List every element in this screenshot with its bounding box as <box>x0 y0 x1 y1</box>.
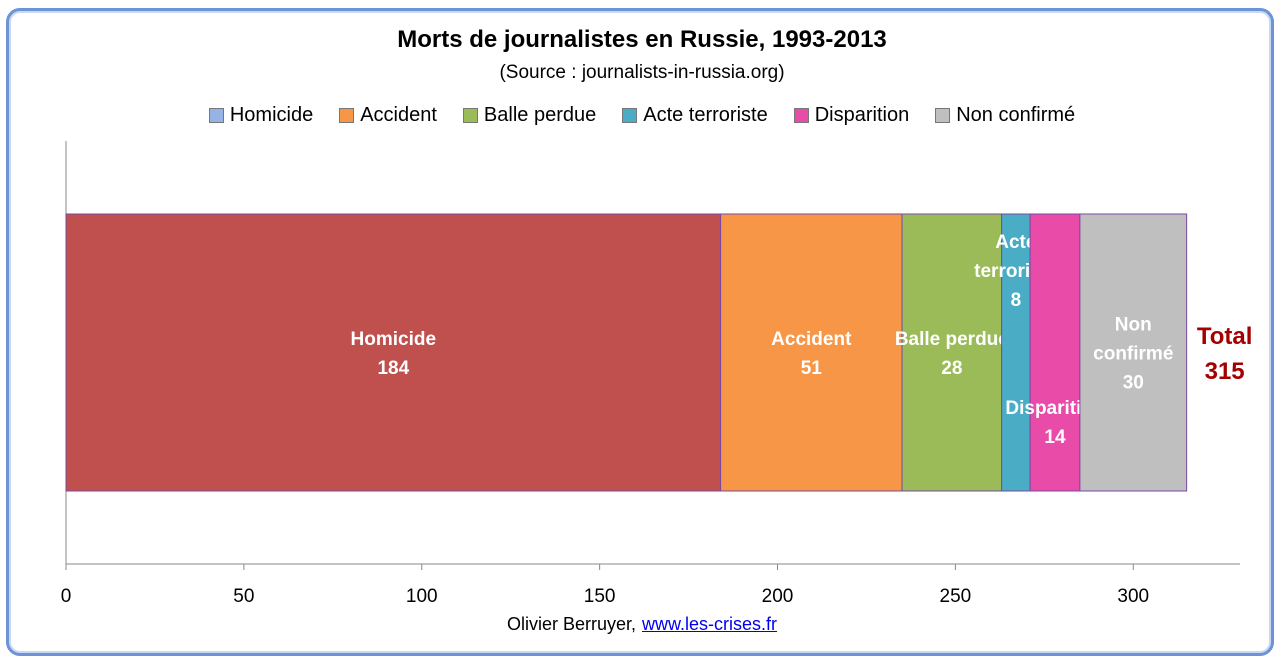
legend: Homicide Accident Balle perdue Acte terrori… <box>0 104 1284 127</box>
data-label-homicide: Homicide 184 <box>351 329 437 379</box>
bar-segment-acte-terroriste <box>1001 213 1031 492</box>
legend-swatch <box>622 108 638 123</box>
footer-author: Olivier Berruyer, <box>506 614 637 634</box>
x-tick-label: 50 <box>233 586 254 607</box>
legend-label: Disparition <box>814 104 910 126</box>
x-tick-label: 300 <box>1117 586 1149 607</box>
x-tick-label: 150 <box>584 586 616 607</box>
legend-item-acte-terroriste: Acte terroriste <box>622 104 768 127</box>
legend-item-homicide: Homicide <box>208 104 314 127</box>
bar-segment-disparition <box>1029 213 1081 492</box>
bar-segment-non-confirm- <box>1079 213 1188 492</box>
bar-segment-balle-perdue <box>901 213 1003 492</box>
data-label-balle-perdue: Balle perdue 28 <box>895 329 1009 379</box>
data-label-accident: Accident 51 <box>771 329 852 379</box>
legend-label: Homicide <box>229 104 314 126</box>
data-label-non-confirm-: Non confirmé 30 <box>1093 315 1173 394</box>
legend-swatch <box>339 108 355 123</box>
x-tick-label: 250 <box>940 586 972 607</box>
legend-item-accident: Accident <box>339 104 437 127</box>
chart-title: Morts de journalistes en Russie, 1993-20… <box>397 26 887 53</box>
bar-segment-homicide <box>65 213 722 492</box>
chart-subtitle: (Source : journalists-in-russia.org) <box>499 62 785 83</box>
legend-swatch <box>935 108 951 123</box>
legend-label: Accident <box>360 104 437 126</box>
x-tick-label: 100 <box>406 586 438 607</box>
x-tick-label: 0 <box>61 586 72 607</box>
total-label: Total 315 <box>1197 323 1253 385</box>
legend-swatch <box>793 108 809 123</box>
legend-item-balle-perdue: Balle perdue <box>462 104 597 127</box>
legend-item-non-confirm-: Non confirmé <box>935 104 1075 127</box>
footer-link[interactable]: www.les-crises.fr <box>642 614 778 634</box>
legend-swatch <box>208 108 224 123</box>
legend-label: Acte terroriste <box>643 104 768 126</box>
bar-segment-accident <box>720 213 903 492</box>
legend-label: Balle perdue <box>483 104 597 126</box>
x-tick-label: 200 <box>762 586 794 607</box>
footer: Olivier Berruyer, www.les-crises.fr <box>0 614 1284 635</box>
legend-label: Non confirmé <box>956 104 1076 126</box>
legend-item-disparition: Disparition <box>793 104 910 127</box>
legend-swatch <box>462 108 478 123</box>
